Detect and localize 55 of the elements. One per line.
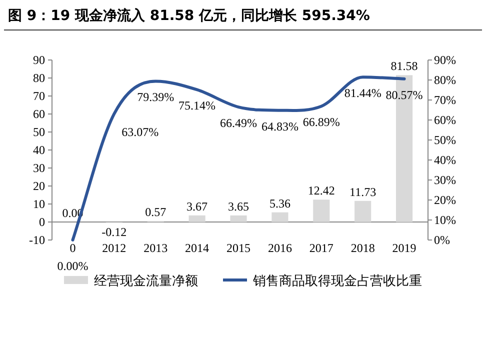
y2-tick-label: 10% bbox=[434, 213, 456, 227]
y-tick-label: 60 bbox=[33, 107, 45, 121]
y2-tick-label: 50% bbox=[434, 133, 456, 147]
data-label: 81.44% bbox=[344, 86, 382, 100]
bar bbox=[272, 212, 288, 222]
data-label: 11.73 bbox=[350, 184, 376, 199]
y2-tick-label: 30% bbox=[434, 173, 456, 187]
y-tick-label: 90 bbox=[33, 53, 45, 67]
bar bbox=[188, 215, 206, 222]
legend-label: 经营现金流量净额 bbox=[94, 273, 198, 289]
data-label: 3.65 bbox=[228, 199, 249, 214]
data-label: 75.14% bbox=[178, 98, 216, 113]
data-label: 79.39% bbox=[137, 90, 174, 104]
x-tick-label: 2016 bbox=[268, 241, 292, 255]
y-tick-label: 70 bbox=[33, 89, 45, 103]
data-label: 80.57% bbox=[386, 88, 423, 102]
x-tick-label: 2015 bbox=[226, 241, 250, 255]
x-tick-label: 2019 bbox=[392, 241, 416, 255]
x-tick-label: 2012 bbox=[102, 241, 126, 255]
y2-tick-label: 20% bbox=[434, 193, 456, 207]
y2-tick-label: 90% bbox=[434, 53, 456, 67]
data-label: 63.07% bbox=[122, 124, 159, 139]
y-tick-label: 50 bbox=[33, 125, 45, 139]
data-label: 0.00% bbox=[57, 259, 88, 273]
y2-tick-label: 40% bbox=[434, 153, 456, 167]
data-label: 64.83% bbox=[261, 119, 298, 134]
chart-title: 图 9：19 现金净流入 81.58 亿元，同比增长 595.34% bbox=[8, 7, 370, 24]
y-tick-label: 80 bbox=[33, 71, 45, 85]
y-tick-label: 40 bbox=[33, 143, 45, 157]
bar bbox=[230, 215, 247, 222]
data-label: 66.49% bbox=[220, 116, 257, 130]
x-tick-label: 2013 bbox=[144, 241, 168, 255]
y-tick-label: -10 bbox=[29, 233, 45, 247]
x-tick-label: 2017 bbox=[309, 241, 334, 255]
y2-tick-label: 80% bbox=[434, 73, 456, 87]
y-tick-label: 30 bbox=[33, 161, 45, 175]
x-tick-label: 2018 bbox=[350, 241, 375, 255]
y2-tick-label: 0% bbox=[434, 233, 450, 247]
y-tick-label: 10 bbox=[33, 197, 45, 211]
data-label: 81.58 bbox=[390, 59, 418, 74]
legend-label: 销售商品取得现金占营收比重 bbox=[252, 274, 422, 289]
x-tick-label: 2014 bbox=[185, 241, 210, 255]
y2-tick-label: 60% bbox=[434, 113, 456, 127]
bar bbox=[354, 200, 372, 222]
data-label: 66.89% bbox=[302, 115, 340, 130]
data-label: 12.42 bbox=[308, 184, 335, 198]
data-label: 3.67 bbox=[186, 199, 208, 214]
y-tick-label: 0 bbox=[39, 215, 45, 229]
y2-tick-label: 70% bbox=[434, 93, 456, 107]
data-label: 5.36 bbox=[269, 196, 290, 210]
data-label: -0.12 bbox=[102, 225, 127, 239]
x-tick-label: 0 bbox=[70, 241, 76, 255]
data-label: 0.57 bbox=[145, 204, 166, 219]
bar bbox=[313, 200, 330, 222]
y-tick-label: 20 bbox=[33, 179, 45, 193]
